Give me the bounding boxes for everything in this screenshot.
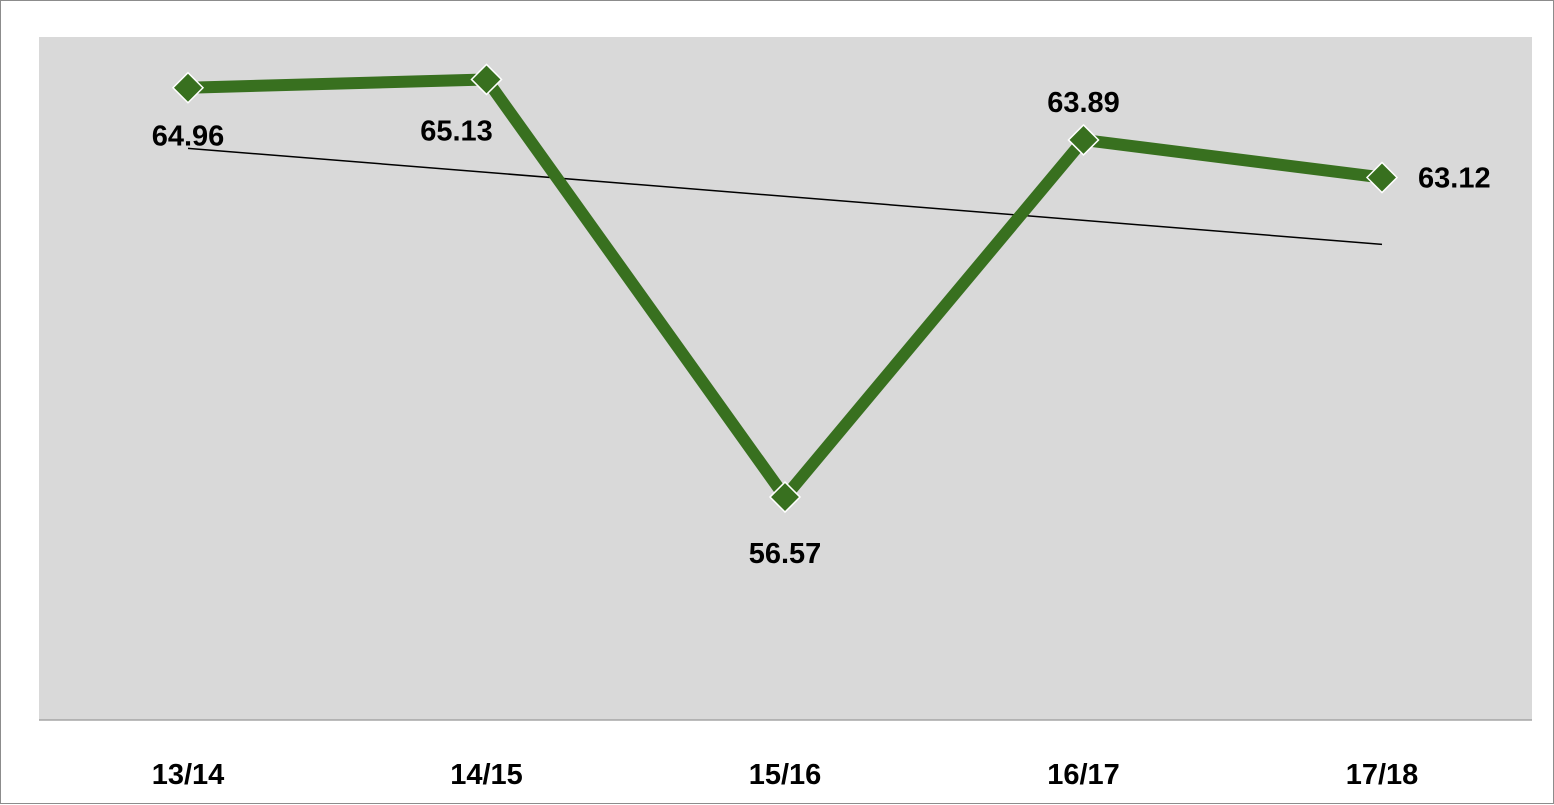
x-tick-label-1: 14/15 bbox=[450, 759, 523, 791]
trendline-layer bbox=[187, 147, 1383, 246]
x-axis-ticks: 13/14 14/15 15/16 16/17 17/18 bbox=[152, 759, 1419, 791]
x-tick-label-0: 13/14 bbox=[152, 759, 225, 791]
data-label-2: 56.57 bbox=[749, 538, 822, 570]
trendline bbox=[187, 147, 1383, 246]
data-point-marker-4 bbox=[1365, 161, 1399, 194]
data-point-marker-1 bbox=[470, 63, 503, 96]
marker-layer bbox=[171, 63, 1399, 514]
data-label-4: 63.12 bbox=[1418, 163, 1491, 195]
data-point-marker-3 bbox=[1067, 123, 1100, 156]
data-point-marker-2 bbox=[768, 480, 802, 514]
data-label-1: 65.13 bbox=[420, 115, 493, 147]
data-point-marker-0 bbox=[171, 71, 205, 104]
data-label-layer: 64.96 65.13 56.57 63.89 63.12 bbox=[152, 87, 1491, 570]
x-tick-label-3: 16/17 bbox=[1047, 759, 1120, 791]
x-tick-label-4: 17/18 bbox=[1346, 759, 1419, 791]
x-tick-label-2: 15/16 bbox=[749, 759, 822, 791]
data-label-0: 64.96 bbox=[152, 121, 225, 153]
data-label-3: 63.89 bbox=[1047, 87, 1120, 119]
plot-area bbox=[39, 37, 1532, 720]
